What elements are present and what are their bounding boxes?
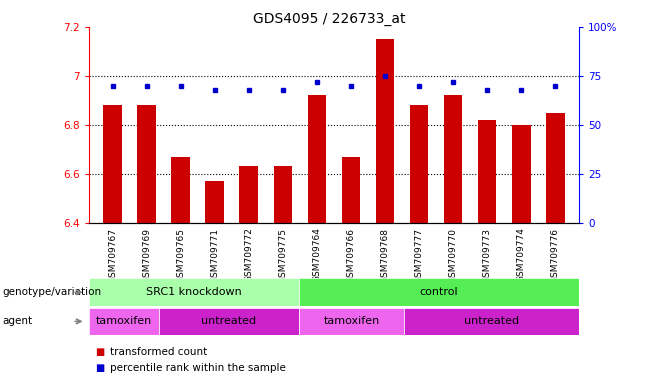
Text: GSM709776: GSM709776 — [551, 228, 560, 283]
Text: GSM709772: GSM709772 — [244, 228, 253, 283]
Bar — [342, 157, 361, 223]
Bar — [89, 278, 299, 306]
Text: GDS4095 / 226733_at: GDS4095 / 226733_at — [253, 12, 405, 25]
Bar — [240, 166, 258, 223]
Text: percentile rank within the sample: percentile rank within the sample — [110, 363, 286, 373]
Text: GSM709769: GSM709769 — [142, 228, 151, 283]
Bar — [410, 105, 428, 223]
Bar — [89, 308, 159, 335]
Bar — [103, 105, 122, 223]
Bar — [404, 308, 579, 335]
Text: GSM709765: GSM709765 — [176, 228, 186, 283]
Text: genotype/variation: genotype/variation — [2, 287, 101, 297]
Text: GSM709774: GSM709774 — [517, 228, 526, 283]
Bar — [307, 96, 326, 223]
Text: ■: ■ — [95, 363, 105, 373]
Text: transformed count: transformed count — [110, 347, 207, 357]
Text: agent: agent — [2, 316, 32, 326]
Bar — [299, 308, 404, 335]
Text: GSM709773: GSM709773 — [482, 228, 492, 283]
Bar — [376, 39, 394, 223]
Text: GSM709768: GSM709768 — [380, 228, 390, 283]
Bar — [512, 125, 530, 223]
Text: GSM709771: GSM709771 — [211, 228, 219, 283]
Text: GSM709777: GSM709777 — [415, 228, 424, 283]
Bar — [546, 113, 565, 223]
Text: tamoxifen: tamoxifen — [95, 316, 152, 326]
Bar — [138, 105, 156, 223]
Text: GSM709770: GSM709770 — [449, 228, 457, 283]
Bar — [274, 166, 292, 223]
Text: SRC1 knockdown: SRC1 knockdown — [146, 287, 241, 297]
Bar — [171, 157, 190, 223]
Text: GSM709767: GSM709767 — [108, 228, 117, 283]
Text: untreated: untreated — [201, 316, 257, 326]
Text: ■: ■ — [95, 347, 105, 357]
Bar — [299, 278, 579, 306]
Text: tamoxifen: tamoxifen — [323, 316, 380, 326]
Bar — [443, 96, 463, 223]
Bar — [478, 120, 497, 223]
Bar — [205, 181, 224, 223]
Bar — [159, 308, 299, 335]
Text: GSM709766: GSM709766 — [347, 228, 355, 283]
Text: GSM709775: GSM709775 — [278, 228, 288, 283]
Text: untreated: untreated — [464, 316, 519, 326]
Text: control: control — [420, 287, 458, 297]
Text: GSM709764: GSM709764 — [313, 228, 321, 283]
